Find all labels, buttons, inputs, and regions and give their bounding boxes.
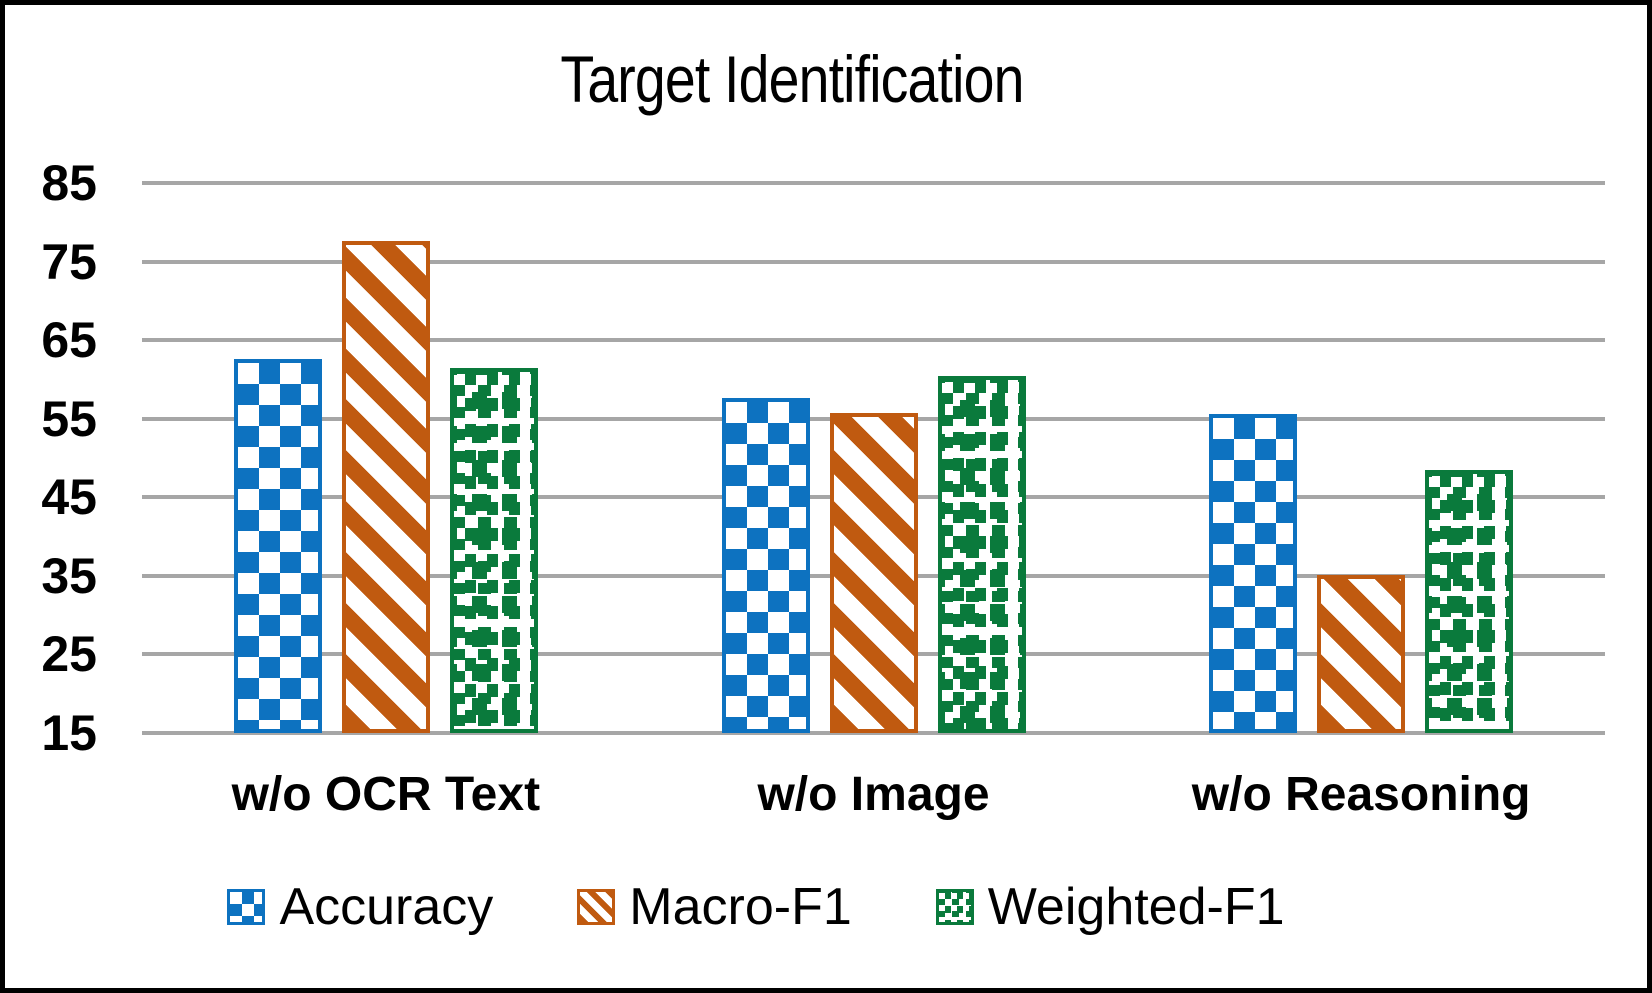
gridline-y-75: [142, 259, 1605, 264]
bar-weighted-f1-2: [937, 375, 1026, 733]
legend-label: Macro-F1: [629, 878, 852, 936]
y-axis-tick-label: 75: [41, 233, 97, 290]
y-axis-tick-label: 15: [41, 705, 97, 761]
legend-swatch-diagonal-stripes: [577, 889, 616, 925]
y-axis-tick-label: 35: [41, 547, 97, 604]
x-axis-category-label: w/o Reasoning: [1191, 768, 1531, 821]
bar-macro-f1-1: [341, 241, 430, 733]
legend-swatch-checkerboard: [227, 889, 266, 925]
y-axis-tick-label: 45: [41, 469, 97, 526]
chart-legend: Accuracy Macro-F1 Weighted-F1: [5, 867, 1507, 947]
y-axis-tick-label: 25: [41, 626, 97, 683]
gridline-y-85: [142, 181, 1605, 185]
y-axis-tick-label: 65: [41, 312, 97, 369]
bar-accuracy-2: [721, 397, 810, 733]
bar-weighted-f1-1: [449, 368, 538, 733]
bar-macro-f1-2: [829, 413, 918, 733]
gridline-y-65: [142, 338, 1605, 343]
y-axis-tick-label: 55: [41, 390, 97, 447]
x-axis-category-label: w/o OCR Text: [231, 768, 541, 821]
legend-label: Weighted-F1: [987, 878, 1285, 936]
legend-item-accuracy: Accuracy: [227, 877, 493, 937]
legend-swatch-scattered-squares: [935, 889, 974, 925]
bar-accuracy-3: [1209, 414, 1298, 733]
bar-weighted-f1-3: [1425, 469, 1514, 733]
legend-label: Accuracy: [279, 878, 494, 936]
bar-macro-f1-3: [1317, 575, 1406, 733]
legend-item-weighted-f1: Weighted-F1: [935, 877, 1285, 937]
y-axis-tick-label: 85: [41, 155, 97, 211]
legend-item-macro-f1: Macro-F1: [577, 877, 852, 937]
chart-title: Target Identification: [560, 42, 1024, 116]
bar-accuracy-1: [233, 359, 322, 733]
gridline-y-15: [142, 731, 1605, 735]
x-axis-category-label: w/o Image: [757, 768, 990, 821]
